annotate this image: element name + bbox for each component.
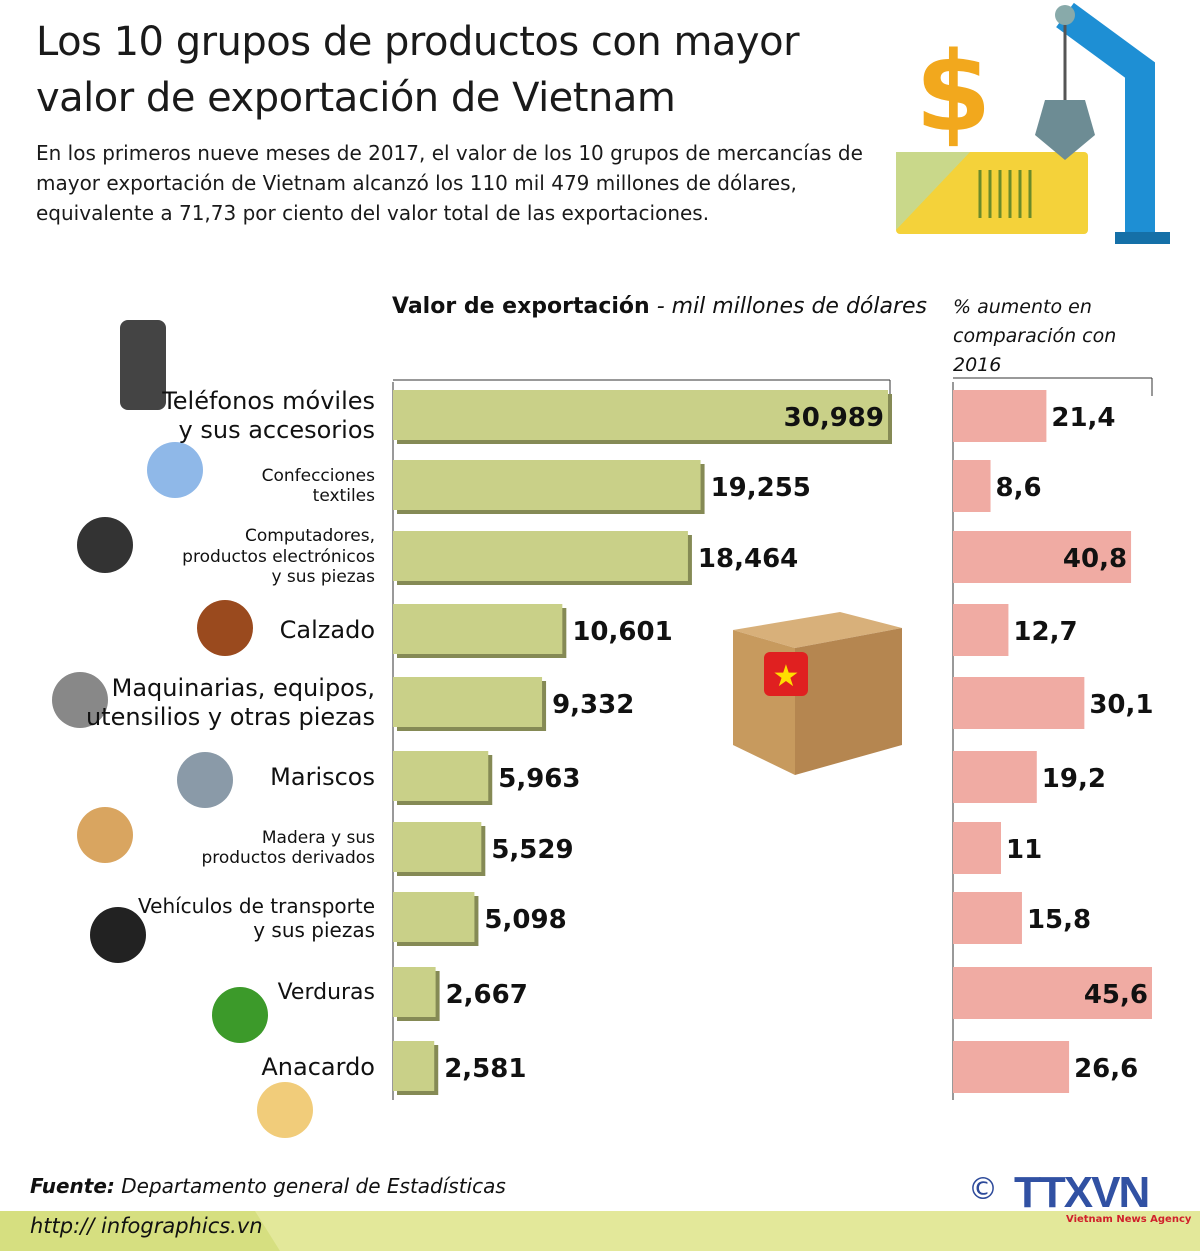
page-title: Los 10 grupos de productos con mayor val… bbox=[36, 19, 800, 121]
percent-bar bbox=[953, 892, 1022, 944]
value-bar bbox=[393, 390, 888, 440]
percent-label: 30,1 bbox=[1089, 690, 1153, 720]
percent-bar bbox=[953, 751, 1037, 803]
percent-label: 26,6 bbox=[1074, 1054, 1138, 1084]
value-label: 10,601 bbox=[572, 617, 672, 647]
percent-label: 11 bbox=[1006, 835, 1042, 865]
value-label: 30,989 bbox=[784, 403, 884, 433]
percent-label: 40,8 bbox=[1063, 544, 1127, 574]
category-label: Mariscos bbox=[270, 762, 375, 791]
shirt-icon bbox=[147, 442, 203, 498]
value-axis-title: Valor de exportación - mil millones de d… bbox=[392, 294, 928, 319]
percent-bar bbox=[953, 531, 1132, 583]
shoe-icon bbox=[197, 600, 253, 656]
value-label: 2,581 bbox=[444, 1054, 526, 1084]
cashew-icon bbox=[257, 1082, 313, 1138]
value-bar bbox=[393, 892, 475, 942]
footer-tab bbox=[0, 1211, 280, 1251]
percent-label: 21,4 bbox=[1051, 403, 1115, 433]
value-label: 2,667 bbox=[446, 980, 528, 1010]
category-label: Teléfonos móviles y sus accesorios bbox=[162, 387, 375, 444]
computer-icon bbox=[77, 517, 133, 573]
value-bar bbox=[393, 967, 436, 1017]
category-label: Computadores, productos electrónicos y sus… bbox=[182, 526, 375, 588]
percent-bar bbox=[953, 604, 1009, 656]
percent-bar bbox=[953, 677, 1085, 729]
phone-icon bbox=[120, 320, 166, 410]
percent-axis-title: % aumento en comparación con 2016 bbox=[953, 296, 1117, 376]
value-bar bbox=[393, 677, 543, 727]
percent-bar bbox=[953, 460, 991, 512]
value-bar bbox=[393, 751, 489, 801]
value-bar bbox=[393, 1041, 435, 1091]
category-label: Madera y sus productos derivados bbox=[201, 827, 375, 868]
value-bar bbox=[393, 604, 563, 654]
percent-label: 45,6 bbox=[1084, 980, 1148, 1010]
percent-label: 12,7 bbox=[1013, 617, 1077, 647]
value-label: 5,963 bbox=[498, 764, 580, 794]
gear-icon bbox=[52, 672, 108, 728]
percent-bar bbox=[953, 1041, 1070, 1093]
value-bar bbox=[393, 460, 701, 510]
percent-bar bbox=[953, 822, 1002, 874]
wood-icon bbox=[77, 807, 133, 863]
website-link[interactable]: http:// infographics.vn bbox=[30, 1214, 263, 1238]
source-note: Fuente: Departamento general de Estadíst… bbox=[30, 1174, 506, 1198]
page-subtitle: En los primeros nueve meses de 2017, el … bbox=[36, 141, 863, 225]
category-label: Maquinarias, equipos, utensilios y otras … bbox=[85, 674, 375, 731]
category-label: Vehículos de transporte y sus piezas bbox=[138, 894, 375, 942]
copyright-icon: © bbox=[968, 1172, 998, 1207]
tire-icon bbox=[90, 907, 146, 963]
percent-bar bbox=[953, 967, 1152, 1019]
category-label: Calzado bbox=[279, 615, 375, 644]
value-label: 18,464 bbox=[698, 544, 798, 574]
cabbage-icon bbox=[212, 987, 268, 1043]
percent-bar bbox=[953, 390, 1047, 442]
value-label: 19,255 bbox=[711, 473, 811, 503]
fish-icon bbox=[177, 752, 233, 808]
percent-label: 8,6 bbox=[996, 473, 1042, 503]
percent-label: 19,2 bbox=[1042, 764, 1106, 794]
value-label: 9,332 bbox=[552, 690, 634, 720]
percent-label: 15,8 bbox=[1027, 905, 1091, 935]
value-bar bbox=[393, 531, 688, 581]
category-label: Confecciones textiles bbox=[261, 465, 375, 506]
value-label: 5,529 bbox=[491, 835, 573, 865]
category-label: Verduras bbox=[277, 979, 375, 1005]
category-label: Anacardo bbox=[261, 1052, 375, 1081]
value-bar bbox=[393, 822, 482, 872]
value-label: 5,098 bbox=[484, 905, 566, 935]
